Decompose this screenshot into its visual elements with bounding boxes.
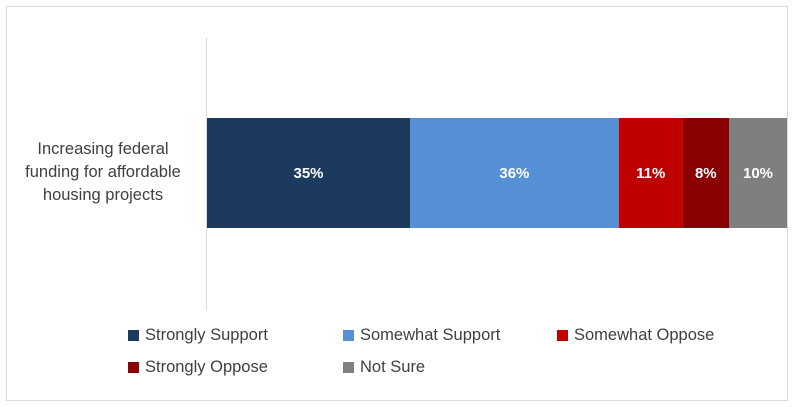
legend-swatch-somewhat-oppose bbox=[557, 330, 568, 341]
legend-swatch-not-sure bbox=[343, 362, 354, 373]
bar-segment-strongly-oppose bbox=[682, 118, 729, 228]
legend-item-strongly-support: Strongly Support bbox=[128, 326, 268, 345]
legend-swatch-strongly-oppose bbox=[128, 362, 139, 373]
data-label-somewhat-support: 36% bbox=[499, 165, 529, 182]
category-label: Increasing federal funding for affordabl… bbox=[25, 140, 181, 204]
legend-label-not-sure: Not Sure bbox=[360, 358, 426, 376]
category-axis-line bbox=[206, 38, 207, 310]
bar-segment-somewhat-oppose bbox=[618, 118, 683, 228]
legend-swatch-strongly-support bbox=[128, 330, 139, 341]
legend-swatch-somewhat-support bbox=[343, 330, 354, 341]
data-label-somewhat-oppose: 11% bbox=[636, 165, 665, 182]
data-label-not-sure: 10% bbox=[743, 165, 773, 182]
legend-item-strongly-oppose: Strongly Oppose bbox=[128, 358, 268, 377]
legend-item-somewhat-oppose: Somewhat Oppose bbox=[557, 326, 714, 345]
legend-label-somewhat-oppose: Somewhat Oppose bbox=[574, 326, 715, 344]
legend-item-somewhat-support: Somewhat Support bbox=[343, 326, 500, 345]
legend-label-strongly-support: Strongly Support bbox=[145, 326, 268, 344]
legend-label-strongly-oppose: Strongly Oppose bbox=[145, 358, 268, 376]
legend-item-not-sure: Not Sure bbox=[343, 358, 425, 377]
legend-label-somewhat-support: Somewhat Support bbox=[360, 326, 501, 344]
bar-segment-not-sure bbox=[729, 118, 787, 228]
data-label-strongly-support: 35% bbox=[293, 165, 323, 182]
bar-segment-somewhat-support bbox=[410, 118, 619, 228]
bar-segment-strongly-support bbox=[207, 118, 410, 228]
data-label-strongly-oppose: 8% bbox=[695, 165, 717, 182]
